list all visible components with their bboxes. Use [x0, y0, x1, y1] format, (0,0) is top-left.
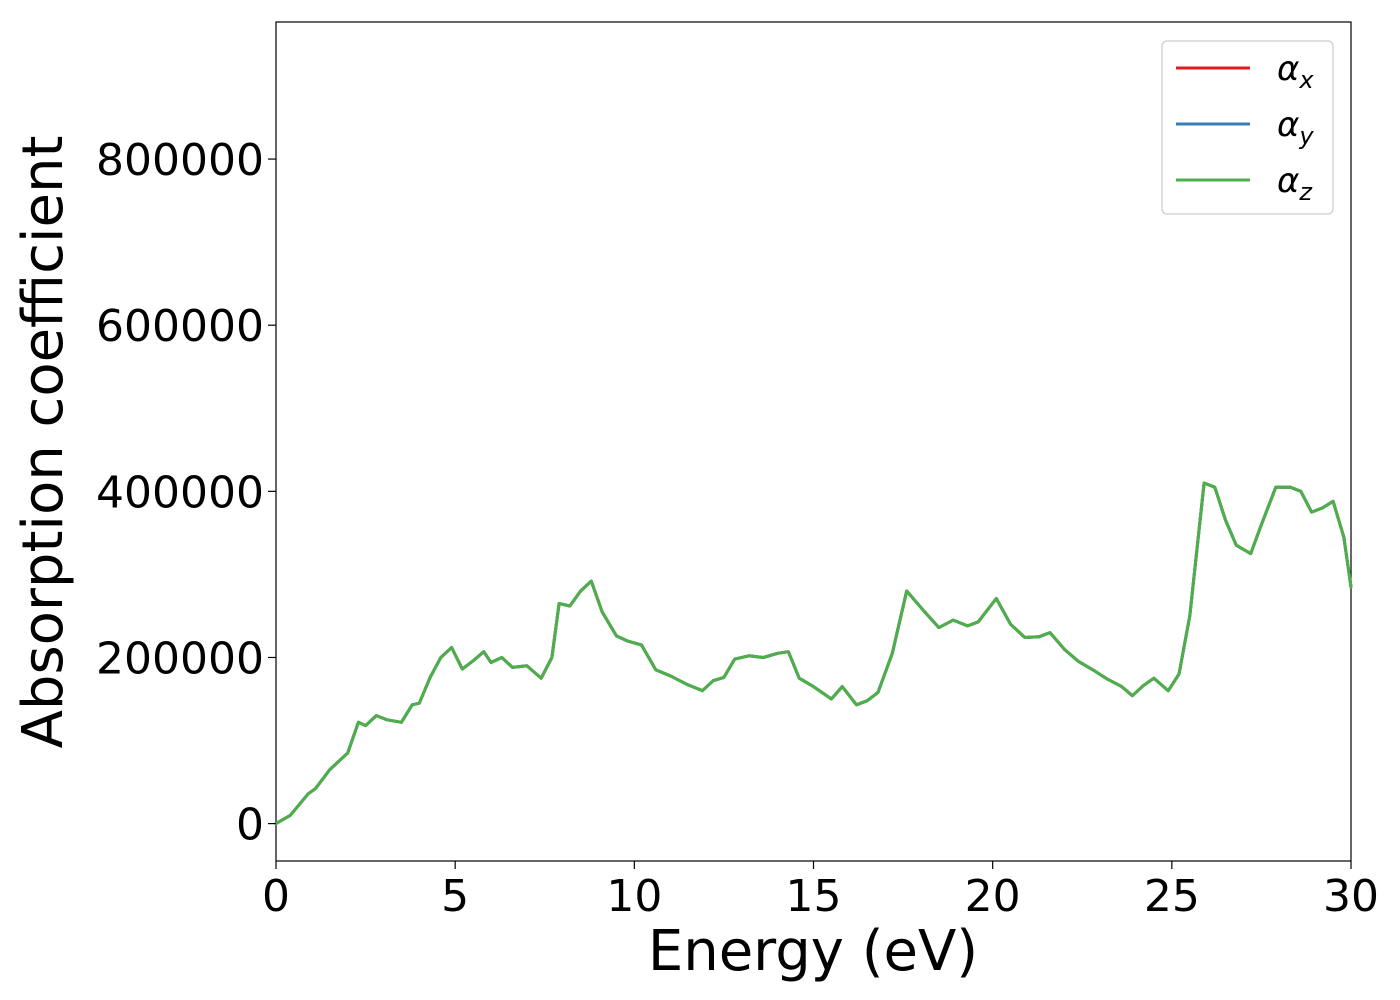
x-tick-label: 15	[786, 871, 842, 922]
legend: αx αy αz	[1161, 40, 1334, 215]
legend-label: αz	[1277, 161, 1313, 206]
x-tick-label: 0	[262, 871, 290, 922]
y-tick-label: 600000	[96, 301, 264, 352]
x-tick-label: 25	[1144, 871, 1200, 922]
series-layer	[274, 481, 1353, 826]
x-tick-label: 20	[965, 871, 1021, 922]
y-tick-label: 800000	[96, 135, 264, 186]
series-line-3	[274, 481, 1353, 826]
x-tick-label: 10	[606, 871, 662, 922]
x-axis-ticks: 0 5 10 15 20 25 30	[262, 861, 1379, 922]
legend-frame	[1161, 40, 1334, 215]
x-axis-label: Energy (eV)	[648, 919, 978, 984]
x-tick-label: 5	[441, 871, 469, 922]
y-axis-ticks: 0 200000 400000 600000 800000	[96, 135, 276, 851]
y-tick-label: 400000	[96, 467, 264, 518]
x-tick-label: 30	[1323, 871, 1379, 922]
y-axis-label: Absorption coefficient	[11, 136, 76, 749]
legend-label: αx	[1277, 49, 1314, 94]
y-tick-label: 0	[236, 800, 264, 851]
legend-label: αy	[1277, 105, 1314, 150]
y-tick-label: 200000	[96, 633, 264, 684]
